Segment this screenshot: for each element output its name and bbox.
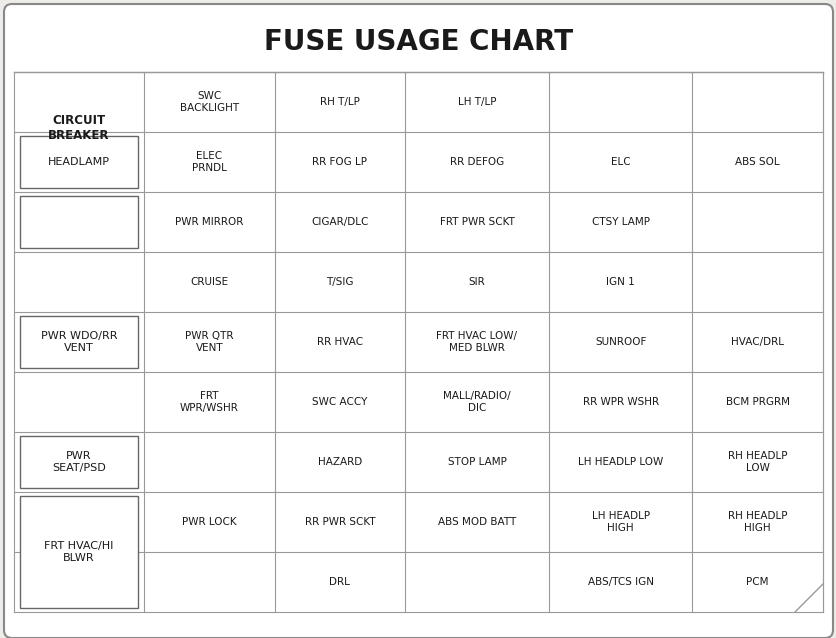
Text: ELC: ELC bbox=[610, 157, 630, 167]
Text: SUNROOF: SUNROOF bbox=[594, 337, 645, 347]
Text: STOP LAMP: STOP LAMP bbox=[447, 457, 506, 467]
Text: RR FOG LP: RR FOG LP bbox=[312, 157, 367, 167]
Text: LH HEADLP LOW: LH HEADLP LOW bbox=[578, 457, 662, 467]
Text: CIRCUIT
BREAKER: CIRCUIT BREAKER bbox=[48, 114, 110, 142]
Bar bbox=[20, 496, 138, 608]
Text: SWC
BACKLIGHT: SWC BACKLIGHT bbox=[180, 91, 238, 113]
Text: T/SIG: T/SIG bbox=[326, 277, 353, 287]
FancyBboxPatch shape bbox=[4, 4, 832, 638]
Text: RR WPR WSHR: RR WPR WSHR bbox=[582, 397, 658, 407]
Bar bbox=[20, 136, 138, 188]
Text: RR HVAC: RR HVAC bbox=[316, 337, 363, 347]
Text: LH T/LP: LH T/LP bbox=[457, 97, 496, 107]
Text: PWR MIRROR: PWR MIRROR bbox=[175, 217, 243, 227]
Text: SIR: SIR bbox=[468, 277, 485, 287]
Text: ELEC
PRNDL: ELEC PRNDL bbox=[191, 151, 227, 173]
Text: PCM: PCM bbox=[746, 577, 768, 587]
Bar bbox=[20, 196, 138, 248]
Text: FRT HVAC/HI
BLWR: FRT HVAC/HI BLWR bbox=[44, 541, 114, 563]
Text: ABS MOD BATT: ABS MOD BATT bbox=[437, 517, 516, 527]
Text: CRUISE: CRUISE bbox=[190, 277, 228, 287]
Text: HAZARD: HAZARD bbox=[318, 457, 361, 467]
Text: FRT PWR SCKT: FRT PWR SCKT bbox=[439, 217, 514, 227]
Bar bbox=[20, 436, 138, 488]
Text: BCM PRGRM: BCM PRGRM bbox=[725, 397, 789, 407]
Text: HEADLAMP: HEADLAMP bbox=[48, 157, 110, 167]
Text: CTSY LAMP: CTSY LAMP bbox=[591, 217, 649, 227]
Text: CIGAR/DLC: CIGAR/DLC bbox=[311, 217, 368, 227]
Text: ABS SOL: ABS SOL bbox=[735, 157, 779, 167]
Text: PWR LOCK: PWR LOCK bbox=[181, 517, 237, 527]
Text: RH HEADLP
HIGH: RH HEADLP HIGH bbox=[727, 511, 787, 533]
Text: ABS/TCS IGN: ABS/TCS IGN bbox=[587, 577, 653, 587]
Text: PWR QTR
VENT: PWR QTR VENT bbox=[185, 331, 233, 353]
Text: FUSE USAGE CHART: FUSE USAGE CHART bbox=[263, 27, 573, 56]
Text: HVAC/DRL: HVAC/DRL bbox=[731, 337, 783, 347]
Text: DRL: DRL bbox=[329, 577, 350, 587]
Text: RH HEADLP
LOW: RH HEADLP LOW bbox=[727, 451, 787, 473]
Bar bbox=[20, 316, 138, 368]
Text: IGN 1: IGN 1 bbox=[605, 277, 635, 287]
Text: FRT
WPR/WSHR: FRT WPR/WSHR bbox=[180, 391, 238, 413]
Text: RR PWR SCKT: RR PWR SCKT bbox=[304, 517, 375, 527]
Text: PWR
SEAT/PSD: PWR SEAT/PSD bbox=[52, 451, 105, 473]
Text: RR DEFOG: RR DEFOG bbox=[449, 157, 503, 167]
Text: SWC ACCY: SWC ACCY bbox=[312, 397, 367, 407]
Text: LH HEADLP
HIGH: LH HEADLP HIGH bbox=[591, 511, 649, 533]
Text: RH T/LP: RH T/LP bbox=[319, 97, 359, 107]
Text: MALL/RADIO/
DIC: MALL/RADIO/ DIC bbox=[442, 391, 510, 413]
Text: PWR WDO/RR
VENT: PWR WDO/RR VENT bbox=[41, 331, 117, 353]
Text: FRT HVAC LOW/
MED BLWR: FRT HVAC LOW/ MED BLWR bbox=[436, 331, 517, 353]
